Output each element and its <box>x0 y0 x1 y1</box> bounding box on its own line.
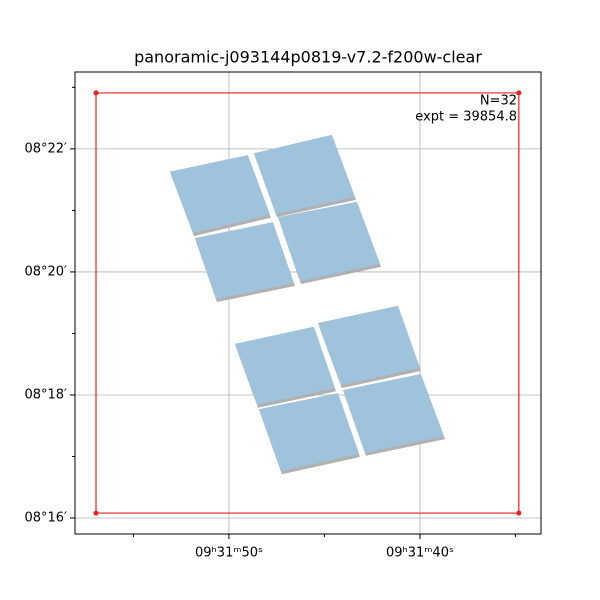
x-tick-label: 09ʰ31ᵐ40ˢ <box>386 546 454 561</box>
bounds-corner <box>516 90 522 96</box>
annotation: expt = 39854.8 <box>415 110 517 125</box>
bounds-corner <box>93 510 99 516</box>
x-tick-label: 09ʰ31ᵐ50ˢ <box>195 546 263 561</box>
footprint <box>342 374 444 453</box>
bounds-corner <box>516 510 522 516</box>
y-tick-label: 08°22′ <box>24 141 67 156</box>
footprint <box>169 155 270 234</box>
footprint <box>194 222 294 300</box>
axes-frame <box>74 71 542 535</box>
y-tick-label: 08°20′ <box>24 264 67 279</box>
footprint <box>317 305 420 386</box>
chart-title: panoramic-j093144p0819-v7.2-f200w-clear <box>134 48 482 67</box>
annotation: N=32 <box>480 94 517 109</box>
footprint <box>253 134 355 215</box>
footprint <box>278 201 381 282</box>
footprint <box>258 393 359 472</box>
y-tick-label: 08°16′ <box>24 511 67 526</box>
y-tick-label: 08°18′ <box>24 387 67 402</box>
footprint <box>234 326 335 405</box>
bounds-corner <box>93 90 99 96</box>
